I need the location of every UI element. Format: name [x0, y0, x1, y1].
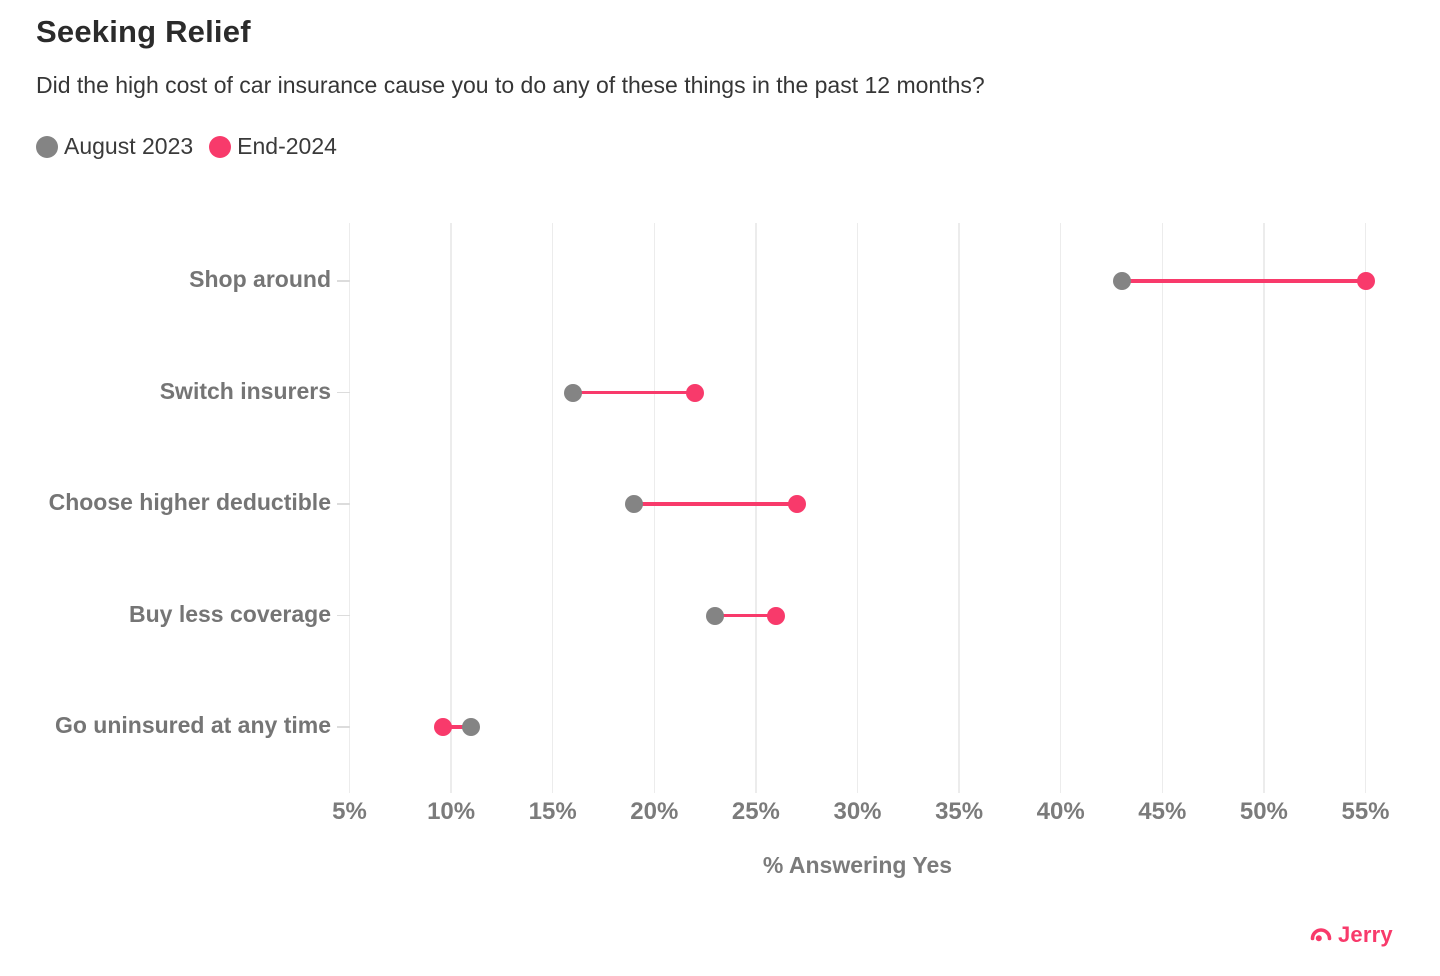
dot-august-2023 — [1112, 272, 1131, 290]
legend-dot-august-2023 — [36, 135, 58, 158]
legend-item-august-2023: August 2023 — [36, 133, 193, 160]
brand-name: Jerry — [1338, 922, 1393, 947]
dot-august-2023 — [462, 718, 481, 736]
x-tick-label: 15% — [528, 798, 577, 825]
x-axis-title: % Answering Yes — [762, 852, 953, 878]
x-tick-label: 40% — [1036, 798, 1085, 825]
chart-title: Seeking Relief — [36, 14, 251, 49]
dumbbell-connector — [442, 725, 472, 729]
dumbbell-connector — [715, 613, 777, 618]
gridline — [653, 223, 656, 793]
category-label: Choose higher deductible — [48, 489, 331, 515]
x-tick-label: 25% — [731, 798, 780, 825]
gridline — [551, 223, 554, 793]
x-tick-label: 45% — [1138, 798, 1187, 825]
gridline — [1263, 223, 1265, 793]
x-tick-label: 55% — [1341, 798, 1390, 825]
gridline — [450, 223, 452, 793]
dot-end-2024 — [767, 606, 786, 625]
legend-item-end-2024: End-2024 — [209, 133, 337, 160]
jerry-arc-icon — [1310, 928, 1332, 942]
brand-logo: Jerry — [1308, 922, 1393, 948]
legend-label: August 2023 — [64, 133, 194, 159]
gridline — [755, 223, 757, 793]
legend-dot-end-2024 — [209, 135, 232, 158]
x-tick-label: 5% — [332, 798, 367, 825]
legend-label: End-2024 — [237, 133, 337, 159]
legend: August 2023 End-2024 — [36, 133, 337, 160]
row-tick — [337, 391, 350, 394]
gridline — [1059, 223, 1062, 793]
row-tick — [337, 280, 350, 282]
dot-august-2023 — [624, 495, 643, 513]
x-tick-label: 50% — [1239, 798, 1288, 825]
category-label: Go uninsured at any time — [54, 712, 331, 738]
dot-end-2024 — [1356, 272, 1375, 290]
x-tick-label: 10% — [427, 798, 476, 825]
dumbbell-connector — [633, 502, 797, 506]
row-tick — [337, 726, 350, 728]
dot-end-2024 — [787, 495, 806, 513]
gridline — [856, 223, 859, 793]
dumbbell-connector — [573, 390, 695, 395]
dot-end-2024 — [433, 718, 452, 736]
dot-end-2024 — [685, 383, 704, 402]
x-tick-label: 35% — [935, 798, 984, 825]
x-tick-label: 20% — [630, 798, 679, 825]
gridline — [348, 223, 351, 793]
row-tick — [337, 503, 350, 505]
gridline — [1364, 223, 1367, 793]
chart-subtitle: Did the high cost of car insurance cause… — [36, 72, 985, 98]
dot-august-2023 — [564, 383, 583, 402]
gridline — [958, 223, 960, 793]
category-label: Buy less coverage — [128, 600, 331, 627]
category-label: Shop around — [189, 266, 331, 292]
x-tick-label: 30% — [833, 798, 882, 825]
dot-august-2023 — [706, 606, 725, 625]
dumbbell-connector — [1121, 279, 1366, 283]
category-label: Switch insurers — [159, 377, 331, 404]
row-tick — [337, 614, 350, 617]
gridline — [1161, 223, 1164, 793]
